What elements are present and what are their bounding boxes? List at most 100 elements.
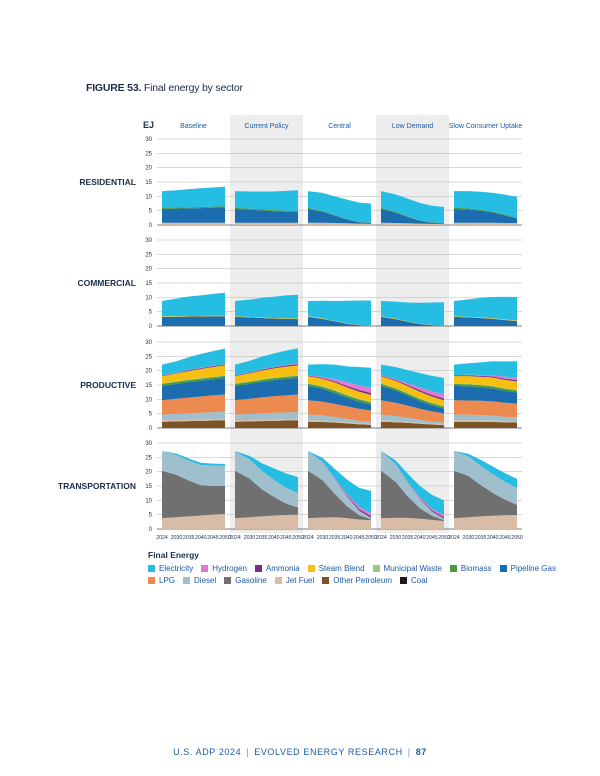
legend-label: Steam Blend <box>318 563 365 573</box>
scenario-header: Low Demand <box>392 123 433 130</box>
area-transportation-current-policy-electricity <box>235 451 298 494</box>
area-productive-low-demand-ammonia <box>381 375 444 401</box>
area-productive-baseline-electricity <box>162 348 225 376</box>
area-productive-central-lpg <box>308 400 371 422</box>
area-productive-slow-consumer-uptake-hydrogen <box>454 374 517 381</box>
x-tick-label: 2035 <box>475 535 487 541</box>
x-tick-label: 2040 <box>341 535 353 541</box>
y-tick-label: 0 <box>149 527 153 533</box>
legend-swatch <box>322 576 330 584</box>
y-tick-label: 25 <box>145 455 152 461</box>
area-productive-low-demand-lpg <box>381 400 444 423</box>
y-tick-label: 0 <box>149 223 153 229</box>
x-tick-label: 2050 <box>292 535 304 541</box>
area-residential-baseline-pipeline-gas <box>162 207 225 223</box>
y-tick-label: 20 <box>145 369 152 375</box>
area-residential-slow-consumer-uptake-pipeline-gas <box>454 208 517 223</box>
x-tick-label: 2040 <box>195 535 207 541</box>
area-transportation-baseline-electricity <box>162 451 225 466</box>
legend-label: Pipeline Gas <box>510 563 556 573</box>
legend-item: Diesel <box>183 576 216 585</box>
area-residential-central-pipeline-gas <box>308 208 371 224</box>
area-productive-baseline-ammonia <box>162 364 225 377</box>
area-commercial-current-policy-pipeline-gas <box>235 316 298 326</box>
area-commercial-baseline-pipeline-gas <box>162 316 225 326</box>
footer-separator: | <box>246 747 250 757</box>
legend-item: Biomass <box>449 563 492 573</box>
legend-swatch <box>183 576 191 584</box>
x-tick-label: 2045 <box>353 535 365 541</box>
area-productive-central-jet-fuel <box>308 420 371 425</box>
area-residential-baseline-jet-fuel <box>162 222 225 225</box>
area-transportation-low-demand-gasoline <box>381 470 444 521</box>
area-transportation-slow-consumer-uptake-diesel <box>454 451 517 505</box>
y-tick-label: 15 <box>145 281 152 287</box>
area-residential-low-demand-jet-fuel <box>381 222 444 225</box>
area-productive-current-policy-biomass <box>235 375 298 386</box>
x-tick-label: 2024 <box>448 535 460 541</box>
area-productive-low-demand-hydrogen <box>381 375 444 399</box>
area-productive-low-demand-jet-fuel <box>381 420 444 426</box>
area-residential-slow-consumer-uptake-biomass <box>454 207 517 219</box>
sector-label: TRANSPORTATION <box>58 481 136 491</box>
legend-swatch <box>224 576 232 584</box>
area-productive-low-demand-other-petroleum <box>381 421 444 428</box>
legend-label: Biomass <box>460 563 492 573</box>
x-tick-label: 2050 <box>219 535 231 541</box>
figure-label: FIGURE 53. <box>86 82 142 94</box>
legend-swatch <box>201 564 209 572</box>
legend-label: Ammonia <box>265 563 300 573</box>
y-tick-label: 30 <box>145 340 152 346</box>
final-energy-chart: EJ Baseline Current Policy Central Low Deman… <box>58 115 523 541</box>
y-tick-label: 25 <box>145 151 152 157</box>
area-transportation-slow-consumer-uptake-electricity <box>454 451 517 489</box>
y-tick-label: 5 <box>149 513 153 519</box>
y-tick-label: 20 <box>145 166 152 172</box>
x-tick-label: 2045 <box>280 535 292 541</box>
area-productive-slow-consumer-uptake-municipal-waste <box>454 383 517 391</box>
y-tick-label: 25 <box>145 354 152 360</box>
y-tick-label: 10 <box>145 295 152 301</box>
area-productive-current-policy-steam-blend <box>235 365 298 384</box>
area-residential-current-policy-biomass <box>235 207 298 213</box>
y-tick-label: 10 <box>145 397 152 403</box>
area-commercial-baseline-electricity <box>162 292 225 317</box>
area-transportation-current-policy-gasoline <box>235 470 298 519</box>
legend-item: Municipal Waste <box>372 564 442 573</box>
legend-swatch <box>400 576 407 584</box>
area-residential-slow-consumer-uptake-electricity <box>454 191 517 218</box>
area-productive-current-policy-diesel <box>235 411 298 421</box>
area-residential-low-demand-pipeline-gas <box>381 208 444 225</box>
area-commercial-low-demand-pipeline-gas <box>381 316 444 326</box>
area-productive-central-other-petroleum <box>308 421 371 428</box>
area-productive-current-policy-municipal-waste <box>235 375 298 384</box>
area-residential-baseline-electricity <box>162 186 225 208</box>
sector-label: PRODUCTIVE <box>80 380 136 390</box>
area-productive-current-policy-other-petroleum <box>235 420 298 428</box>
scenario-header: Slow Consumer Uptake <box>449 123 523 130</box>
area-productive-baseline-biomass <box>162 375 225 386</box>
sector-label: COMMERCIAL <box>77 278 136 288</box>
legend-swatch <box>274 576 282 584</box>
legend-item: Electricity <box>148 564 193 573</box>
area-productive-central-electricity <box>308 364 371 388</box>
x-tick-label: 2050 <box>365 535 377 541</box>
legend-item: Coal <box>400 576 427 585</box>
legend-label: Other Petroleum <box>333 575 392 585</box>
area-productive-baseline-municipal-waste <box>162 375 225 384</box>
x-tick-label: 2024 <box>156 535 168 541</box>
area-productive-current-policy-hydrogen <box>235 363 298 376</box>
area-transportation-baseline-gasoline <box>162 470 225 519</box>
area-productive-baseline-jet-fuel <box>162 418 225 422</box>
y-tick-label: 20 <box>145 267 152 273</box>
area-productive-slow-consumer-uptake-steam-blend <box>454 376 517 390</box>
legend-item: Ammonia <box>254 563 300 573</box>
area-productive-current-policy-lpg <box>235 394 298 415</box>
area-transportation-slow-consumer-uptake-gasoline <box>454 470 517 519</box>
legend-label: Diesel <box>194 575 217 585</box>
area-productive-slow-consumer-uptake-ammonia <box>454 375 517 382</box>
area-productive-central-municipal-waste <box>308 383 371 403</box>
x-tick-label: 2045 <box>426 535 438 541</box>
area-productive-central-pipeline-gas <box>308 385 371 411</box>
y-tick-label: 20 <box>145 470 152 476</box>
